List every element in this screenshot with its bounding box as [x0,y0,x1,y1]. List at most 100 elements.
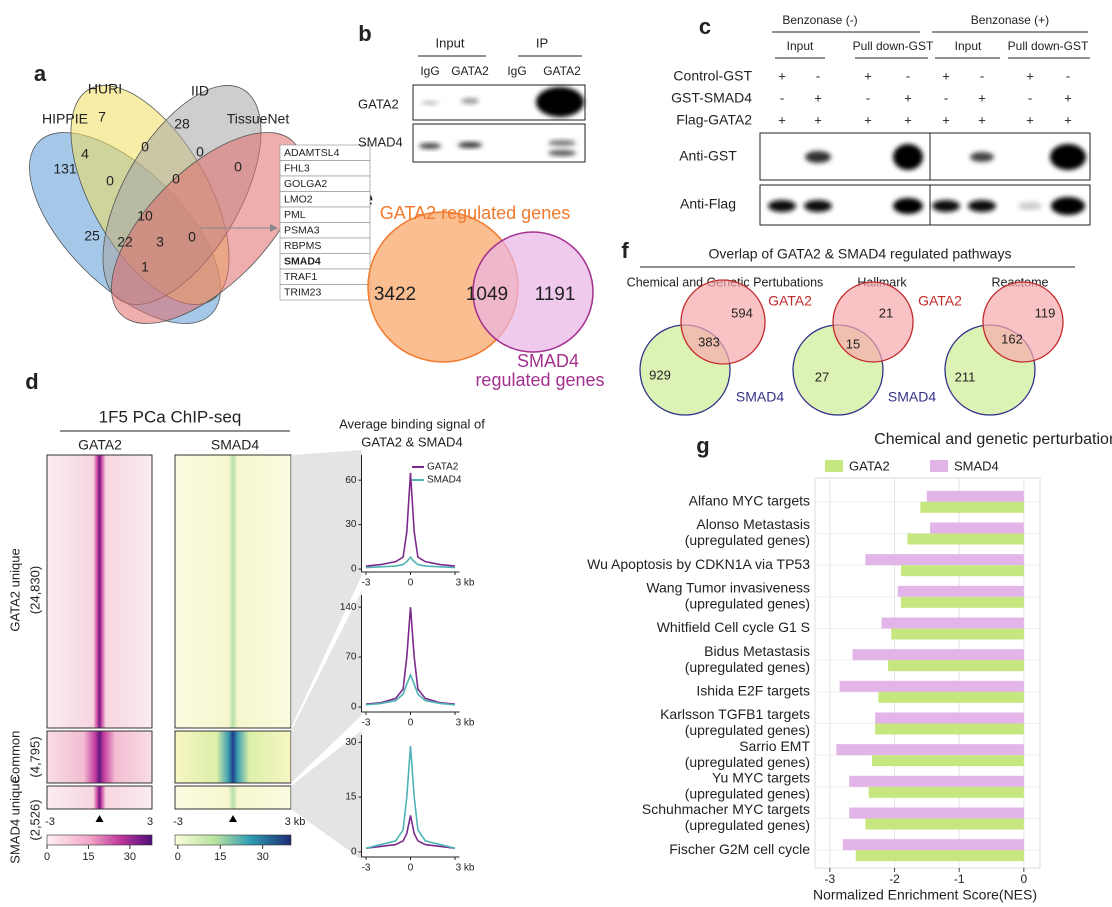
sign: - [980,68,984,83]
colorbar [174,834,292,846]
category-label: Ishida E2F targets [696,683,810,699]
category-label: (upregulated genes) [685,754,810,770]
legend-label: SMAD4 [954,458,999,473]
sign: + [778,112,786,127]
legend-swatch [825,460,843,472]
x-tick-label: 0 [1020,872,1027,886]
x-tick-label: -3 [173,816,183,828]
gene-name: SMAD4 [284,255,321,267]
venn-count: 22 [117,234,133,250]
y-tick-label: 0 [351,702,357,713]
band [536,87,584,117]
sign: + [778,68,786,83]
connector [291,590,362,783]
x-tick-label: -3 [362,578,371,589]
bar [855,850,1024,862]
bar [930,522,1024,534]
sign: + [1026,112,1034,127]
center-marker [229,815,237,822]
condition-label: Benzonase (+) [971,13,1049,27]
venn-count: 7 [98,109,106,125]
colorbar-tick-label: 30 [124,851,136,863]
venn-count: 1049 [466,284,508,305]
group-label: GATA2 unique [7,548,22,631]
chart-title: GATA2 & SMAD4 [361,434,462,449]
heatmap [46,785,153,810]
group-label: Pull down-GST [1008,39,1089,53]
venn-count: 211 [955,369,976,384]
category-label: Whitfield Cell cycle G1 S [657,619,810,635]
group-label: (2,526) [27,799,42,840]
category-label: (upregulated genes) [685,786,810,802]
venn-count: 27 [815,369,829,384]
venn-count: 10 [137,208,153,224]
gene-name: PML [284,209,306,221]
sign: + [814,112,822,127]
bar [868,786,1024,798]
heatmap [174,454,292,729]
bar [852,649,1024,661]
bar [865,554,1024,566]
band [548,140,576,146]
category-label: Wu Apoptosis by CDKN1A via TP53 [587,556,810,572]
gene-name: RBPMS [284,240,321,252]
band [932,200,960,212]
venn-count: 119 [1035,305,1056,320]
venn-count: 3422 [374,284,416,305]
set-label: SMAD4 [888,389,936,405]
category-label: (upregulated genes) [685,532,810,548]
band [461,98,479,104]
panel-label: d [25,369,38,394]
gene-name: FHL3 [284,162,310,174]
y-tick-label: 60 [345,475,357,486]
x-tick-label: 0 [408,863,414,874]
venn-count: 4 [81,146,89,162]
legend-label: SMAD4 [427,475,462,486]
venn-count: 1 [141,259,149,275]
gene-name: TRAF1 [284,271,317,283]
bar [842,839,1024,851]
heatmap [174,785,292,810]
panel-label: g [696,433,709,458]
venn-count: 383 [698,334,720,349]
x-axis-label: Normalized Enrichment Score(NES) [813,887,1037,903]
venn-count: 1191 [535,284,576,305]
colorbar [46,834,153,846]
band [458,142,482,148]
blot-label: Anti-GST [679,148,737,164]
band [968,200,996,212]
condition-label: Benzonase (-) [782,13,857,27]
column-label: SMAD4 [211,437,259,453]
gene-name: LMO2 [284,193,313,205]
y-tick-label: 70 [345,652,357,663]
bar [888,660,1024,672]
y-tick-label: 0 [351,564,357,575]
line [365,672,456,706]
venn-count: 3 [156,234,164,250]
category-label: Sarrio EMT [739,738,810,754]
category-label: Wang Tumor invasiveness [646,580,810,596]
band [804,200,832,212]
bar [907,533,1024,545]
column-label: GATA2 [78,437,122,453]
colorbar-tick-label: 0 [175,851,181,863]
bar [926,490,1024,502]
band [1051,197,1085,215]
set-label: GATA2 [768,293,812,309]
bar [900,596,1024,608]
category-label: (upregulated genes) [685,659,810,675]
heatmap [46,730,153,784]
gene-name: GOLGA2 [284,178,327,190]
sign: + [814,90,822,105]
x-tick-label: -2 [889,872,900,886]
bar [881,617,1024,629]
x-tick-label: 3 kb [456,578,475,589]
colorbar-tick-label: 0 [44,851,50,863]
category-label: Alonso Metastasis [696,516,810,532]
band [548,150,576,156]
bar [891,628,1024,640]
sign: - [1028,90,1032,105]
venn-count: 0 [106,173,114,189]
sign: - [816,68,820,83]
